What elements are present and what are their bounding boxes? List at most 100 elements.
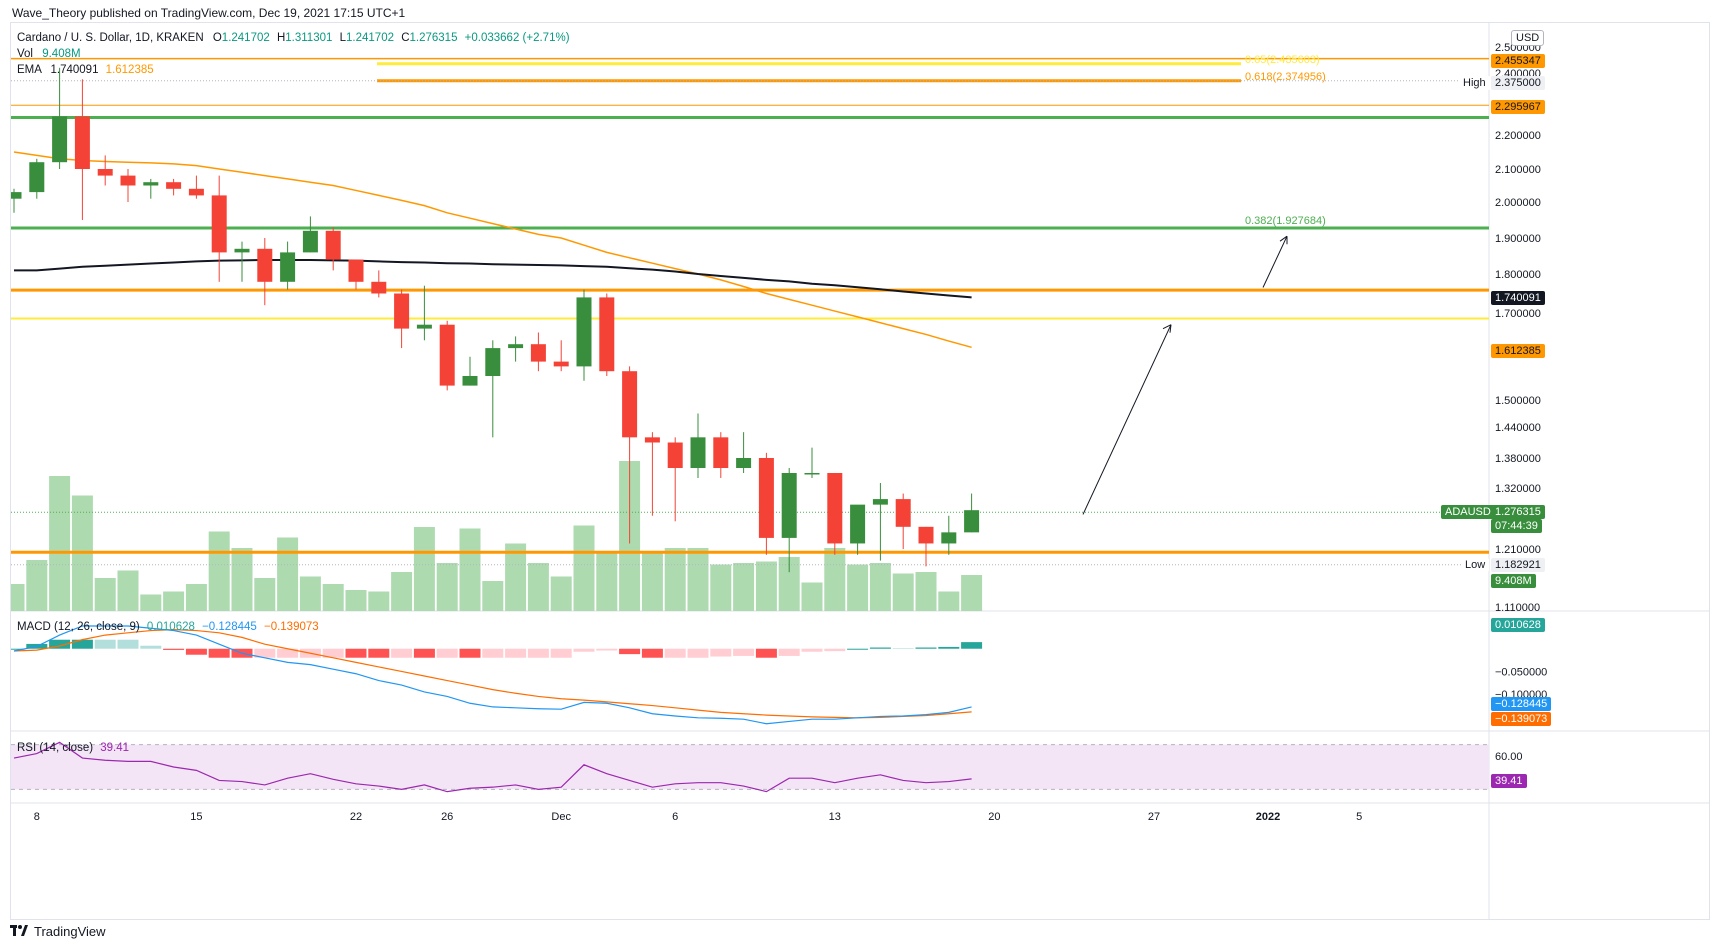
low-value: 1.241702 [346,32,394,44]
volume-bar [801,582,823,611]
macd-value-3: −0.139073 [263,621,319,633]
macd-histogram-bar [869,647,891,649]
tag-last-price: 1.276315 [1491,505,1545,519]
chart-frame: 2.500000 2.400000 2.200000 2.100000 2.000000… [10,22,1710,920]
rsi-label: RSI (14, close) [17,742,94,754]
macd-signal-line [13,629,972,719]
candle-body [508,344,524,349]
time-axis-tick: 6 [672,811,678,823]
tag-ema50: 1.612385 [1491,344,1545,358]
volume-bar [824,548,846,611]
currency-button[interactable]: USD [1511,30,1545,46]
macd-histogram-bar [596,648,618,651]
open-value: 1.241702 [221,32,270,44]
fib-label-0382: 0.382(1.927684) [1245,215,1326,227]
vol-value: 9.408M [42,48,81,60]
candle-body [234,248,250,253]
volume-bar [277,537,299,611]
low-label: L [339,32,347,44]
macd-histogram-bar [345,648,367,658]
volume-bar [847,564,869,611]
brand[interactable]: TradingView [10,921,106,941]
ema-200-line [14,258,972,299]
candle-body [781,473,797,538]
time-axis-tick: 13 [829,811,841,823]
high-label: H [276,32,286,44]
macd-histogram-bar [961,642,983,649]
volume-bar [140,594,162,611]
volume-bar [49,476,71,611]
candle-body [52,116,68,163]
volume-bar [436,563,458,611]
volume-bar [961,575,983,611]
macd-histogram-bar [11,648,25,650]
price-axis-tick: 1.380000 [1495,453,1541,465]
candle-body [872,499,888,505]
macd-histogram-bar [687,648,709,658]
time-axis-tick: 27 [1148,811,1160,823]
candle-body [97,169,113,176]
volume-bar [482,581,504,611]
tag-low: 1.182921 [1491,558,1545,572]
volume-bar [163,591,185,611]
volume-bar [710,564,732,611]
price-axis-tick: 1.900000 [1495,233,1541,245]
candle-body [530,344,546,362]
volume-bar [208,531,230,611]
macd-histogram-bar [710,648,732,657]
candle-body [736,458,752,468]
candle-body [758,458,774,538]
volume-bar [413,527,435,611]
macd-histogram-bar [459,648,481,658]
fib-label-065: 0.65(2.435603) [1245,54,1320,66]
macd-histogram-bar [824,648,846,652]
macd-histogram-bar [482,648,504,658]
symbol-title: Cardano / U. S. Dollar, 1D, KRAKEN [17,32,204,44]
open-label: O [212,32,222,44]
candle-body [827,473,843,544]
candle-body [690,437,706,468]
tag-signal-line: −0.139073 [1491,712,1552,726]
price-axis-tick: 2.200000 [1495,130,1541,142]
candle-body [895,499,911,527]
vol-label: Vol [17,48,33,60]
tag-ema200: 1.740091 [1491,291,1545,305]
chart-svg[interactable]: 2.5000002.4000002.2000002.1000002.000000… [11,23,1709,919]
candle-body [462,376,478,386]
brand-name: TradingView [34,923,106,939]
macd-histogram-bar [641,648,663,658]
symbol-legend: Cardano / U. S. Dollar, 1D, KRAKEN O1.24… [17,32,570,44]
time-axis-tick: 26 [441,811,453,823]
tag-2295967: 2.295967 [1491,100,1545,114]
macd-histogram-bar [413,648,435,658]
candle-body [348,259,364,282]
macd-histogram-bar [664,648,686,658]
candle-body [143,182,159,186]
macd-histogram-bar [847,648,869,650]
volume-bar [687,548,709,611]
volume-bar [527,563,549,611]
candle-body [576,297,592,367]
candle-body [302,230,318,253]
candle-body [713,437,729,468]
candle-body [211,195,227,253]
rsi-axis-tick: 60.00 [1495,751,1523,763]
macd-histogram-bar [277,648,299,658]
macd-histogram-bar [185,648,207,655]
macd-histogram-bar [801,648,823,652]
tradingview-logo-icon [10,924,28,939]
macd-histogram-bar [94,639,116,649]
projection-arrowhead-1 [1162,324,1172,333]
close-value: 1.276315 [409,32,458,44]
price-axis-tick: 1.800000 [1495,269,1541,281]
candle-body [74,116,90,169]
volume-bar [459,528,481,611]
macd-histogram-bar [938,646,960,649]
candle-body [188,188,204,196]
candle-body [644,437,660,443]
price-axis-tick: 1.110000 [1495,602,1540,614]
macd-label: MACD (12, 26, close, 9) [17,621,140,633]
candle-body [29,162,45,193]
ema-legend: EMA 1.740091 1.612385 [17,64,154,76]
projection-arrowhead-2 [1279,235,1288,245]
